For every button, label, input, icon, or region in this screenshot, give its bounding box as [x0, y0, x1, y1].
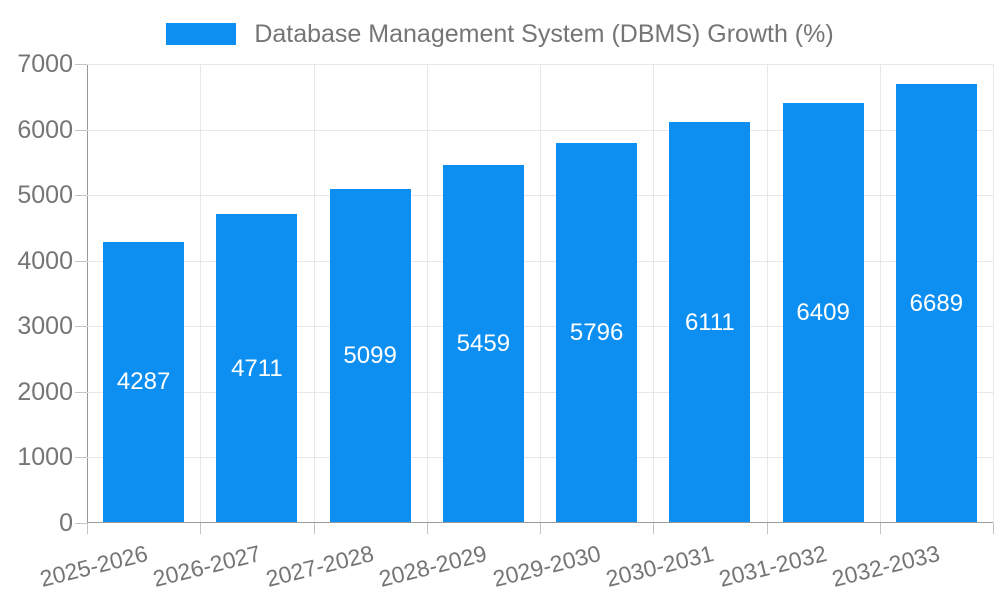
y-tick-label: 4000 — [17, 246, 73, 275]
x-tick-label: 2031-2032 — [716, 540, 830, 592]
y-tick-mark — [75, 64, 87, 65]
legend-label: Database Management System (DBMS) Growth… — [254, 19, 834, 48]
gridline-vertical — [993, 64, 994, 523]
bar-2031-2032: 6409 — [782, 102, 864, 523]
y-axis-line — [87, 64, 88, 523]
y-tick-label: 0 — [59, 509, 73, 537]
x-axis-line — [87, 522, 993, 523]
bar-2026-2027: 4711 — [216, 214, 298, 523]
x-tick-label: 2028-2029 — [376, 540, 490, 592]
y-tick-mark — [75, 195, 87, 197]
gridline-vertical — [653, 64, 655, 523]
y-tick-label: 5000 — [17, 181, 73, 210]
x-tick-mark — [426, 523, 428, 534]
gridline-vertical — [766, 64, 768, 523]
bar-value-label: 5796 — [569, 318, 624, 346]
gridline-vertical — [879, 64, 881, 523]
x-tick-mark — [766, 523, 768, 534]
x-tick-label: 2030-2031 — [603, 540, 717, 592]
bar-value-label: 6111 — [684, 308, 735, 336]
bar-value-label: 5459 — [456, 330, 511, 358]
y-tick-mark — [75, 391, 87, 393]
gridline-vertical — [313, 64, 315, 523]
y-tick-mark — [75, 326, 87, 328]
y-tick-label: 2000 — [17, 377, 73, 406]
bar-value-label: 5099 — [343, 341, 397, 369]
bar-2027-2028: 5099 — [329, 188, 411, 523]
x-tick-label: 2029-2030 — [489, 540, 603, 592]
y-tick-label: 3000 — [17, 312, 73, 341]
y-tick-mark — [75, 260, 87, 262]
bar-2025-2026: 4287 — [103, 241, 185, 523]
legend-swatch — [166, 23, 237, 45]
y-tick-label: 6000 — [17, 115, 73, 144]
bar-2032-2033: 6689 — [895, 84, 977, 523]
bar-value-label: 4711 — [231, 354, 283, 382]
y-tick-label: 1000 — [17, 443, 73, 472]
y-tick-mark — [75, 523, 87, 524]
y-tick-mark — [75, 129, 87, 131]
x-tick-mark — [993, 523, 994, 534]
x-tick-label: 2027-2028 — [263, 540, 377, 592]
bar-value-label: 4287 — [116, 368, 171, 396]
bar-value-label: 6689 — [909, 289, 964, 317]
x-tick-label: 2026-2027 — [150, 540, 264, 592]
x-tick-label: 2025-2026 — [36, 540, 150, 592]
gridline-vertical — [426, 64, 428, 523]
gridline-vertical — [540, 64, 541, 523]
x-tick-mark — [87, 523, 88, 534]
bar-2030-2031: 6111 — [669, 122, 751, 523]
x-tick-label: 2032-2033 — [829, 540, 943, 592]
plot-area: 4287 4711 5099 5459 5796 6111 6409 6689 — [87, 64, 994, 523]
x-tick-mark — [540, 523, 541, 534]
y-tick-label: 7000 — [17, 50, 73, 78]
bar-2029-2030: 5796 — [556, 142, 638, 523]
x-tick-mark — [200, 523, 202, 534]
x-tick-mark — [879, 523, 881, 534]
x-tick-mark — [313, 523, 315, 534]
y-tick-mark — [75, 457, 87, 459]
bar-value-label: 6409 — [796, 298, 850, 326]
x-tick-mark — [653, 523, 655, 534]
legend[interactable]: Database Management System (DBMS) Growth… — [0, 20, 1000, 48]
bar-2028-2029: 5459 — [442, 165, 524, 523]
gridline-vertical — [200, 64, 202, 523]
